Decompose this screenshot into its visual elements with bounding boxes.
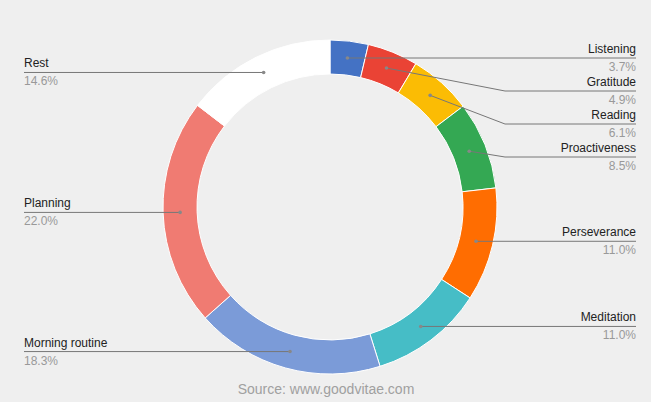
value-label: 8.5% — [609, 159, 637, 173]
category-label: Reading — [591, 108, 636, 122]
category-label: Gratitude — [587, 75, 637, 89]
leader-dot — [262, 71, 266, 75]
value-label: 11.0% — [603, 328, 636, 342]
leader-dot — [474, 239, 478, 243]
slices — [163, 40, 497, 374]
chart-container: Listening 3.7%Gratitude 4.9%Reading 6.1%Pro… — [0, 0, 651, 402]
leader-line — [24, 212, 180, 213]
category-label: Morning routine — [24, 336, 108, 350]
value-label: 18.3% — [24, 354, 58, 368]
slice — [163, 105, 231, 318]
slice — [442, 188, 497, 298]
slice — [436, 106, 496, 192]
category-label: Listening — [588, 42, 636, 56]
value-label: 22.0% — [24, 214, 58, 228]
chart-svg: Listening 3.7%Gratitude 4.9%Reading 6.1%Pro… — [0, 0, 651, 402]
background — [0, 0, 651, 402]
leader-dot — [428, 94, 432, 98]
leader-line — [24, 351, 290, 352]
category-label: Meditation — [581, 310, 636, 324]
slice — [197, 40, 330, 126]
slice — [370, 279, 470, 366]
leader-dot — [346, 56, 350, 60]
labels: Listening 3.7%Gratitude 4.9%Reading 6.1%Pro… — [24, 42, 636, 368]
value-label: 4.9% — [609, 93, 637, 107]
source-note: Source: www.goodvitae.com — [238, 381, 415, 397]
slice — [205, 295, 380, 374]
leader-line — [386, 68, 636, 91]
value-label: 3.7% — [609, 60, 637, 74]
leader-dot — [419, 325, 423, 329]
leader-line — [430, 95, 636, 124]
value-label: 11.0% — [603, 243, 636, 257]
leader-dot — [385, 66, 389, 70]
leader-dot — [467, 149, 471, 153]
category-label: Proactiveness — [561, 141, 636, 155]
category-label: Rest — [24, 56, 49, 70]
leader-dot — [288, 350, 292, 354]
leader-line — [476, 241, 636, 242]
category-label: Planning — [24, 196, 71, 210]
value-label: 14.6% — [24, 74, 58, 88]
value-label: 6.1% — [609, 126, 637, 140]
leader-line — [24, 72, 264, 73]
leader-line — [347, 58, 636, 59]
leader-dot — [178, 211, 182, 215]
category-label: Perseverance — [562, 225, 636, 239]
leader-line — [421, 326, 636, 327]
